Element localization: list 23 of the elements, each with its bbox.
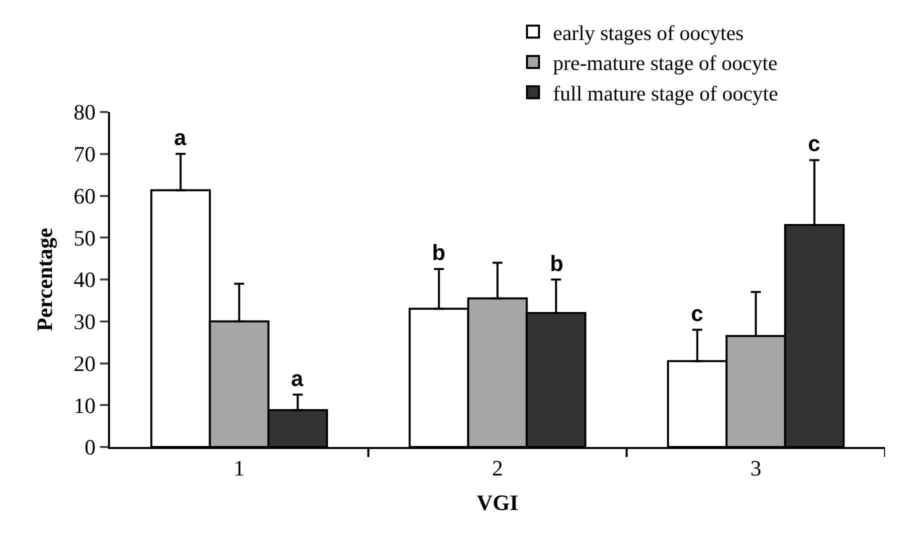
y-tick-label: 0 [84,434,96,460]
data-label: b [550,251,564,276]
y-tick-label: 50 [74,225,96,250]
data-label: a [174,125,187,150]
legend-label: pre-mature stage of oocyte [553,51,778,76]
data-label: c [808,131,820,156]
y-tick-label: 10 [74,392,96,418]
data-label: b [432,240,446,265]
y-tick-label: 70 [74,142,96,167]
y-tick-label: 30 [74,309,96,334]
x-tick-label: 3 [750,455,762,480]
y-axis-title: Percentage [32,228,57,332]
x-tick-label: 1 [234,455,245,480]
y-tick-label: 20 [74,350,96,376]
x-tick-label: 2 [492,455,503,480]
data-label: c [691,301,704,326]
y-tick-label: 40 [74,267,96,292]
legend-label: full mature stage of oocyte [553,81,778,106]
x-axis-title: VGI [476,490,518,515]
legend-label: early stages of oocytes [553,20,744,45]
data-label: a [291,366,304,391]
y-tick-label: 60 [74,183,96,208]
y-tick-label: 80 [74,100,96,125]
